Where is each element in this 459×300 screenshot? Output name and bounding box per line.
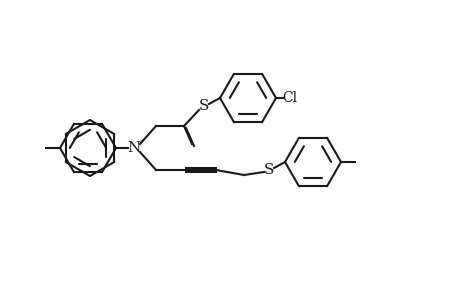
- Text: S: S: [198, 99, 209, 113]
- Text: Cl: Cl: [282, 91, 297, 105]
- Text: S: S: [263, 163, 274, 177]
- Text: N: N: [127, 141, 140, 155]
